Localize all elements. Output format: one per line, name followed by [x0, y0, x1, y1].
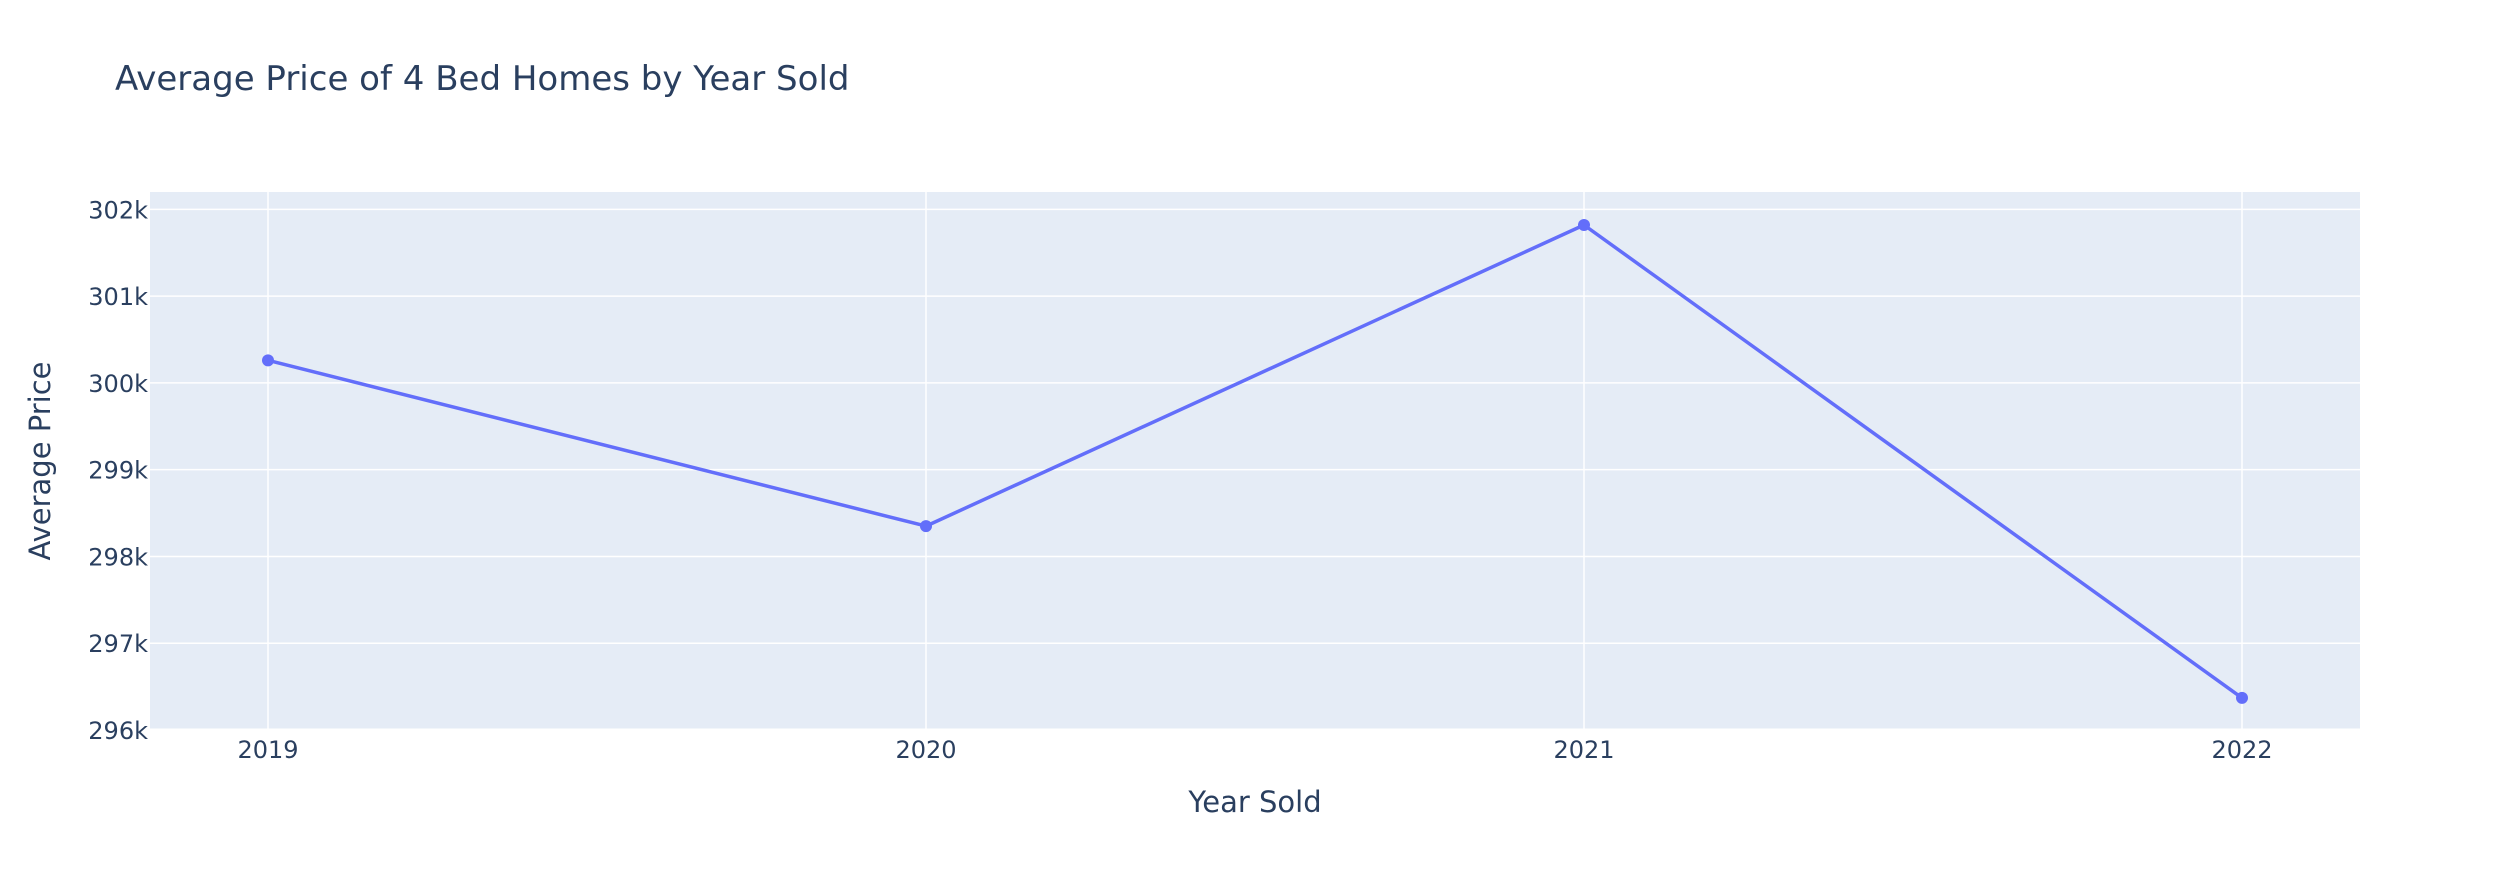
y-tick-label: 301k — [88, 283, 148, 311]
series-markers — [262, 218, 2248, 704]
y-tick-label: 300k — [88, 370, 148, 398]
y-tick-labels: 296k 297k 298k 299k 300k 301k 302k — [88, 196, 148, 745]
y-tick-label: 298k — [88, 543, 148, 571]
plot-area — [150, 192, 2360, 730]
x-axis-title: Year Sold — [1187, 785, 1321, 819]
y-tick-label: 302k — [88, 196, 148, 224]
x-tick-label: 2020 — [895, 736, 956, 764]
x-tick-label: 2022 — [2211, 736, 2272, 764]
series-line — [267, 223, 2244, 700]
y-tick-label: 299k — [88, 457, 148, 485]
chart-title: Average Price of 4 Bed Homes by Year Sol… — [115, 59, 849, 99]
y-tick-label: 297k — [88, 630, 148, 658]
data-point[interactable] — [1578, 218, 1590, 231]
data-point[interactable] — [2236, 691, 2248, 704]
y-tick-label: 296k — [88, 717, 148, 745]
x-tick-labels: 2019 2020 2021 2022 — [237, 736, 2272, 764]
x-tick-label: 2021 — [1553, 736, 1614, 764]
x-tick-label: 2019 — [237, 736, 298, 764]
data-point[interactable] — [920, 520, 932, 533]
x-gridlines — [267, 192, 2243, 730]
y-axis-title: Average Price — [23, 361, 57, 560]
y-gridlines — [150, 208, 2360, 732]
data-point[interactable] — [262, 354, 274, 367]
